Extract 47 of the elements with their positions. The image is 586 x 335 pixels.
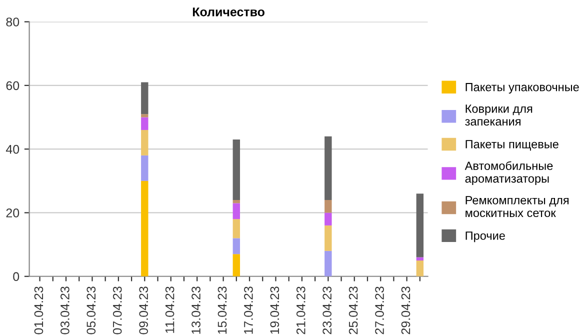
legend-label: Автомобильные ароматизаторы — [464, 161, 553, 186]
x-tick-label: 07.04.23 — [112, 286, 122, 334]
legend-label: Пакеты пищевые — [466, 140, 558, 151]
x-tick-label: 23.04.23 — [322, 286, 332, 334]
x-tick-label: 25.04.23 — [348, 286, 358, 334]
x-tick-label: 27.04.23 — [375, 286, 384, 334]
y-tick-label: 20 — [6, 208, 20, 218]
x-tick-label: 15.04.23 — [218, 286, 227, 334]
x-tick-label: 03.04.23 — [60, 286, 70, 334]
bar — [232, 219, 240, 238]
bar — [141, 155, 148, 181]
y-tick-label: 0 — [13, 272, 20, 282]
legend-label: Коврики для запекания — [465, 104, 532, 126]
bar — [232, 200, 240, 204]
bar — [141, 117, 148, 130]
legend-label: Пакеты упаковочные — [466, 83, 579, 94]
bar — [324, 212, 332, 226]
bar — [232, 254, 240, 276]
x-tick-label: 05.04.23 — [86, 286, 96, 334]
bar — [416, 257, 424, 260]
bar — [416, 194, 424, 258]
bar — [232, 203, 240, 220]
bar — [324, 225, 332, 251]
x-tick-label: 11.04.23 — [165, 286, 174, 333]
x-tick-label: 29.04.23 — [401, 286, 410, 334]
bar — [324, 136, 332, 200]
bar — [232, 140, 240, 200]
legend-label: Прочие — [466, 232, 505, 242]
bar — [324, 250, 332, 276]
x-tick-label: 13.04.23 — [192, 286, 200, 334]
x-tick-label: 01.04.23 — [34, 286, 44, 334]
x-tick-label: 17.04.23 — [244, 286, 253, 334]
bar — [141, 130, 148, 156]
bar — [416, 260, 424, 276]
bar — [141, 180, 148, 276]
bar — [141, 82, 148, 114]
y-tick-label: 40 — [6, 144, 20, 154]
bar — [141, 114, 148, 118]
y-tick-label: 80 — [6, 18, 20, 26]
x-tick-label: 09.04.23 — [139, 286, 148, 334]
y-tick-label: 60 — [6, 81, 20, 90]
bar — [324, 200, 332, 213]
legend-label: Ремкомплекты для москитных сеток — [466, 196, 569, 218]
bar — [232, 238, 240, 254]
x-tick-label: 21.04.23 — [296, 286, 306, 334]
chart-title: Количество — [192, 8, 264, 16]
x-tick-label: 19.04.23 — [270, 286, 280, 334]
